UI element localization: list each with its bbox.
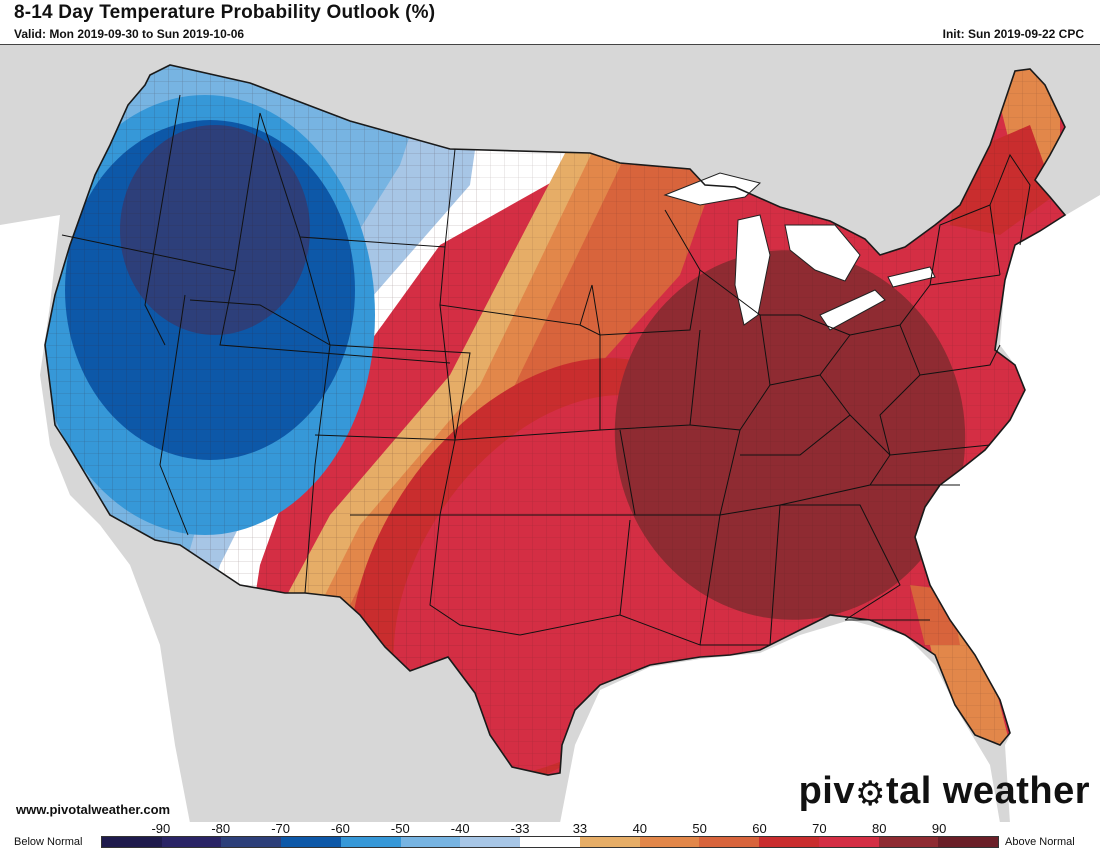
legend-swatch [579, 837, 640, 847]
valid-period: Valid: Mon 2019-09-30 to Sun 2019-10-06 [14, 27, 245, 41]
legend-tick-label: 70 [812, 821, 827, 836]
legend-swatch [161, 837, 222, 847]
legend-swatch [938, 837, 999, 847]
legend-tick-label: -90 [151, 821, 171, 836]
legend-swatch [102, 837, 162, 847]
legend-tick-label: -70 [271, 821, 290, 836]
legend-tick-label: 50 [692, 821, 707, 836]
legend-tick-label: -80 [211, 821, 231, 836]
gear-icon: ⚙ [854, 775, 886, 813]
legend-tick-label: 40 [632, 821, 648, 836]
legend-ticks: -90 -80 -70 -60 -50 -40 -33 33 40 50 60 70 80 90 [0, 821, 1100, 836]
legend-tick-label: 33 [572, 821, 588, 836]
legend-swatch [759, 837, 819, 847]
website-url[interactable]: www.pivotalweather.com [16, 802, 171, 817]
legend-swatch [281, 837, 341, 847]
legend-swatch [639, 837, 700, 847]
map-title: 8-14 Day Temperature Probability Outlook… [14, 2, 436, 23]
legend-tick-label: 90 [931, 821, 947, 836]
legend-swatch [878, 837, 939, 847]
header: 8-14 Day Temperature Probability Outlook… [0, 0, 1100, 44]
outlook-map [0, 45, 1100, 823]
brand-prefix: piv [798, 770, 855, 812]
legend-swatch [520, 837, 580, 847]
legend-swatch [460, 837, 521, 847]
legend-tick-label: 80 [872, 821, 887, 836]
legend-tick-label: -60 [331, 821, 350, 836]
legend-swatch [818, 837, 879, 847]
below-normal-label: Below Normal [14, 836, 83, 848]
legend-swatch [699, 837, 760, 847]
legend-tick-label: 60 [752, 821, 767, 836]
pivotal-weather-logo: piv⚙tal weather [799, 770, 1090, 813]
legend-colorbar [101, 836, 999, 848]
legend-tick-label: -33 [510, 821, 530, 836]
great-lakes [663, 172, 936, 331]
brand-suffix: tal weather [885, 770, 1090, 812]
pacific-ocean [0, 215, 190, 823]
legend-swatch [340, 837, 401, 847]
init-time: Init: Sun 2019-09-22 CPC [942, 27, 1084, 41]
legend-swatch [400, 837, 461, 847]
legend-swatch [221, 837, 282, 847]
legend-tick-label: -40 [450, 821, 470, 836]
map-panel[interactable]: www.pivotalweather.com piv⚙tal weather [0, 44, 1100, 824]
above-normal-label: Above Normal [1005, 836, 1075, 848]
gulf-of-mexico [560, 620, 1000, 823]
legend-tick-label: -50 [390, 821, 410, 836]
color-legend: -90 -80 -70 -60 -50 -40 -33 33 40 50 60 70 80 90 Belo… [0, 821, 1100, 850]
atlantic-ocean [915, 195, 1100, 823]
